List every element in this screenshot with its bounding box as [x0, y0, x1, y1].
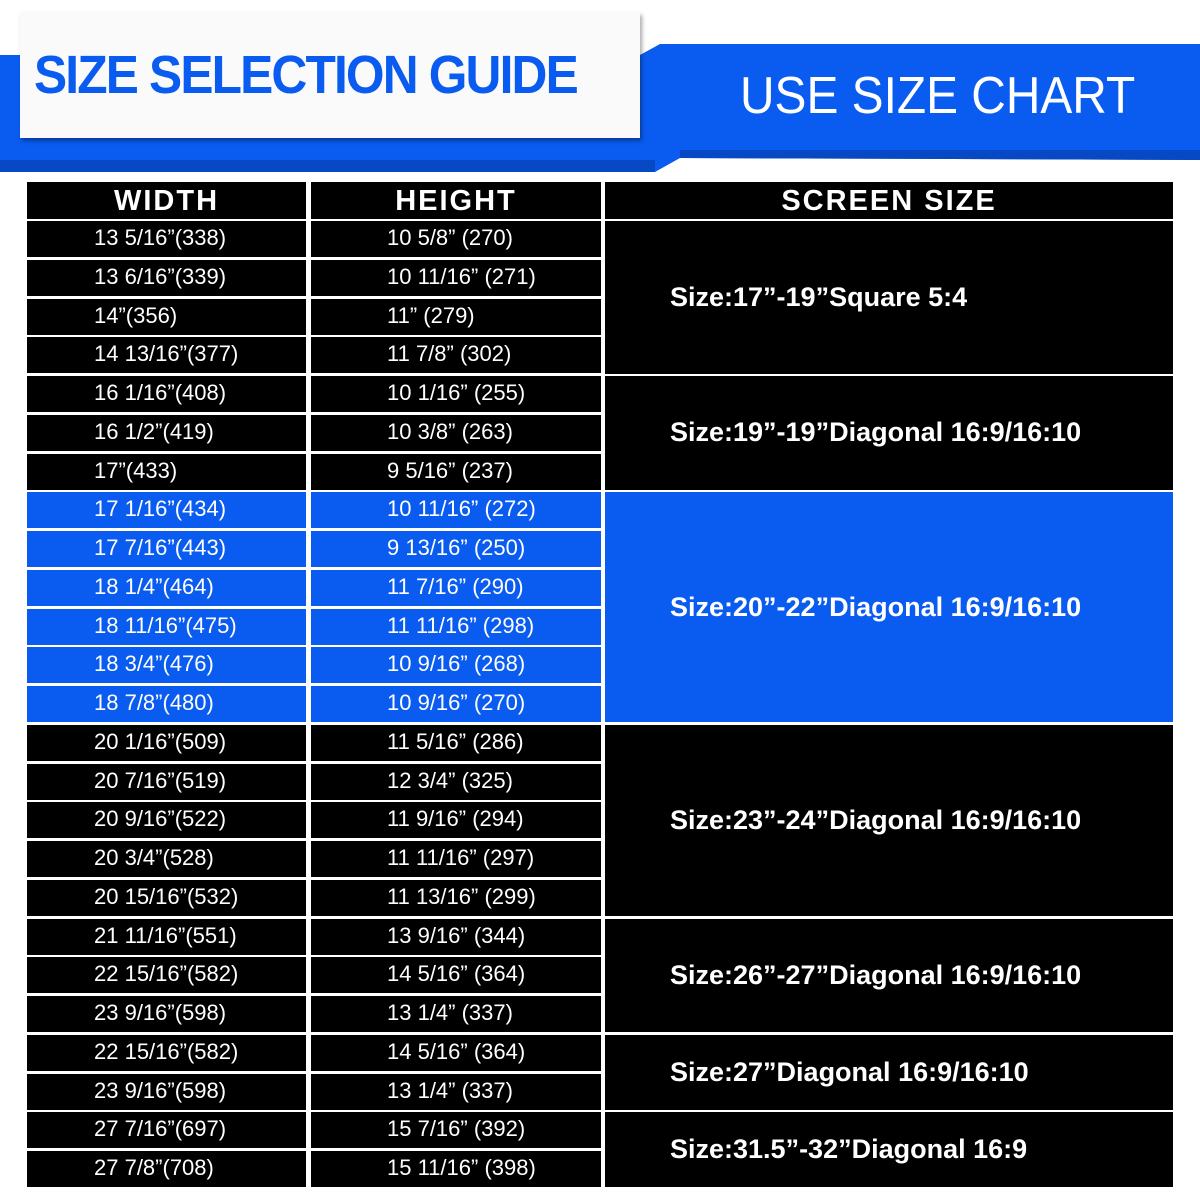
width-cell: 20 7/16”(519): [27, 763, 306, 800]
width-cell: 17”(433): [27, 453, 306, 490]
width-cell: 18 3/4”(476): [27, 647, 306, 684]
height-cell: 10 1/16” (255): [311, 376, 601, 413]
screen-size-cell: Size:26”-27”Diagonal 16:9/16:10: [605, 918, 1173, 1033]
height-cell: 14 5/16” (364): [311, 957, 601, 994]
height-cell: 10 9/16” (270): [311, 686, 601, 723]
width-cell: 14”(356): [27, 298, 306, 335]
height-cell: 10 9/16” (268): [311, 647, 601, 684]
title-box: [20, 12, 640, 138]
height-cell: 9 5/16” (237): [311, 453, 601, 490]
width-cell: 22 15/16”(582): [27, 957, 306, 994]
width-cell: 18 1/4”(464): [27, 569, 306, 606]
height-cell: 11 7/16” (290): [311, 569, 601, 606]
height-cell: 13 1/4” (337): [311, 996, 601, 1033]
height-cell: 10 3/8” (263): [311, 414, 601, 451]
height-cell: 11 11/16” (298): [311, 608, 601, 645]
height-cell: 10 11/16” (272): [311, 492, 601, 529]
height-cell: 15 11/16” (398): [311, 1151, 601, 1188]
width-cell: 27 7/16”(697): [27, 1112, 306, 1149]
page-subtitle: USE SIZE CHART: [740, 67, 1136, 125]
height-cell: 11 7/8” (302): [311, 337, 601, 374]
height-cell: 13 1/4” (337): [311, 1073, 601, 1110]
width-cell: 20 15/16”(532): [27, 879, 306, 916]
width-cell: 16 1/2”(419): [27, 414, 306, 451]
width-cell: 20 3/4”(528): [27, 841, 306, 878]
width-cell: 13 6/16”(339): [27, 259, 306, 296]
height-cell: 12 3/4” (325): [311, 763, 601, 800]
width-cell: 16 1/16”(408): [27, 376, 306, 413]
width-cell: 17 7/16”(443): [27, 531, 306, 568]
height-cell: 9 13/16” (250): [311, 531, 601, 568]
width-cell: 17 1/16”(434): [27, 492, 306, 529]
screen-size-cell: Size:19”-19”Diagonal 16:9/16:10: [605, 376, 1173, 490]
column-header-height: HEIGHT: [311, 182, 601, 219]
screen-size-cell: Size:17”-19”Square 5:4: [605, 221, 1173, 374]
width-cell: 18 7/8”(480): [27, 686, 306, 723]
width-cell: 13 5/16”(338): [27, 221, 306, 257]
height-cell: 11 11/16” (297): [311, 841, 601, 878]
height-cell: 11 13/16” (299): [311, 879, 601, 916]
screen-size-cell: Size:20”-22”Diagonal 16:9/16:10: [605, 492, 1173, 723]
screen-size-cell: Size:23”-24”Diagonal 16:9/16:10: [605, 724, 1173, 917]
width-cell: 21 11/16”(551): [27, 918, 306, 955]
width-cell: 27 7/8”(708): [27, 1151, 306, 1188]
page-title: SIZE SELECTION GUIDE: [34, 45, 579, 105]
height-cell: 10 5/8” (270): [311, 221, 601, 257]
width-cell: 14 13/16”(377): [27, 337, 306, 374]
width-cell: 20 1/16”(509): [27, 724, 306, 761]
width-cell: 23 9/16”(598): [27, 1073, 306, 1110]
height-cell: 13 9/16” (344): [311, 918, 601, 955]
width-cell: 20 9/16”(522): [27, 802, 306, 839]
height-cell: 15 7/16” (392): [311, 1112, 601, 1149]
height-cell: 11” (279): [311, 298, 601, 335]
screen-size-cell: Size:31.5”-32”Diagonal 16:9: [605, 1112, 1173, 1188]
screen-size-cell: Size:27”Diagonal 16:9/16:10: [605, 1034, 1173, 1110]
height-cell: 14 5/16” (364): [311, 1034, 601, 1071]
height-cell: 11 5/16” (286): [311, 724, 601, 761]
width-cell: 22 15/16”(582): [27, 1034, 306, 1071]
width-cell: 23 9/16”(598): [27, 996, 306, 1033]
header-banner: SIZE SELECTION GUIDE USE SIZE CHART: [0, 0, 1200, 180]
width-cell: 18 11/16”(475): [27, 608, 306, 645]
column-header-screen-size: SCREEN SIZE: [605, 182, 1173, 219]
height-cell: 11 9/16” (294): [311, 802, 601, 839]
height-cell: 10 11/16” (271): [311, 259, 601, 296]
column-header-width: WIDTH: [27, 182, 306, 219]
